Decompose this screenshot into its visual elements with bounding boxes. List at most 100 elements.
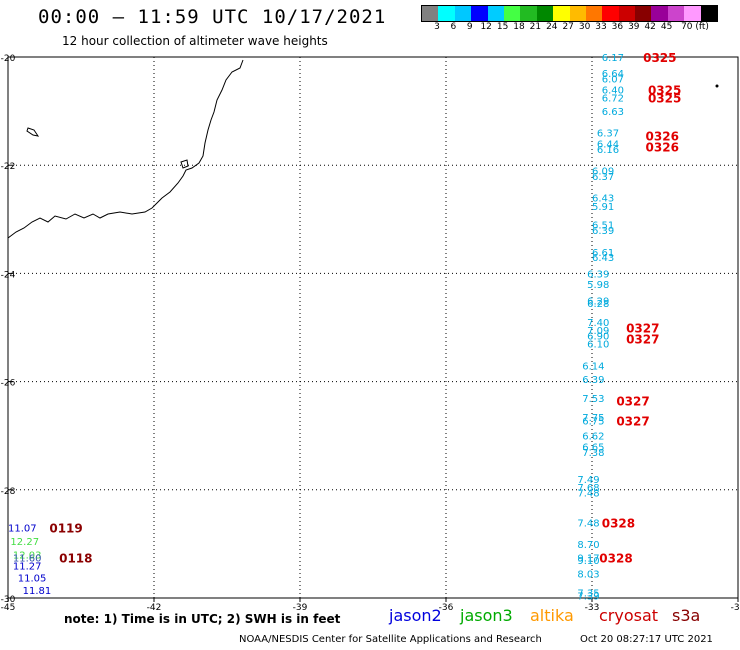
pass-number-label: 0327 [626, 322, 659, 336]
color-scale-label: 15 [496, 22, 509, 32]
wave-height-label: 7.68 [577, 483, 599, 494]
color-scale-label: 42 [644, 22, 656, 32]
color-scale-label: 9 [466, 22, 473, 32]
color-swatch [618, 6, 636, 21]
wave-height-label: 11.27 [13, 562, 42, 573]
color-swatch [422, 6, 439, 21]
y-tick-label: -28 [1, 487, 16, 497]
color-swatch [487, 6, 504, 21]
wave-height-label: 7.40 [587, 318, 609, 329]
wave-height-label: 11.05 [18, 573, 47, 584]
island-outline [26, 127, 40, 137]
color-swatch [553, 6, 570, 21]
wave-height-label: 6.75 [582, 417, 604, 428]
wave-height-label: 6.37 [592, 172, 614, 183]
wave-height-label: 9.10 [577, 556, 599, 567]
legend-item-s3a: s3a [672, 606, 701, 625]
wave-height-label: 6.17 [602, 53, 624, 64]
pass-number-label: 0119 [49, 522, 82, 536]
pass-number-label: 0326 [646, 140, 679, 154]
point-marker [715, 84, 719, 88]
x-tick-label: -39 [293, 603, 308, 613]
wave-height-label: 7.38 [582, 448, 604, 459]
wave-height-label: 6.40 [602, 85, 624, 96]
y-tick-label: -24 [1, 270, 16, 280]
wave-height-label: 6.14 [582, 361, 604, 372]
wave-height-label: 6.29 [587, 296, 609, 307]
wave-height-label: 7.53 [582, 394, 604, 405]
wave-height-label: 7.09 [587, 326, 609, 337]
wave-height-label: 8.03 [577, 570, 599, 581]
x-tick-label: -33 [585, 603, 600, 613]
x-tick-label: -45 [1, 603, 16, 613]
color-scale-label: 39 [628, 22, 640, 32]
x-tick-label: -30 [731, 603, 740, 613]
color-scale-label: 3 [434, 22, 440, 32]
wave-height-label: 7.49 [577, 475, 599, 486]
coastline [7, 59, 244, 239]
color-scale-label: 18 [513, 22, 525, 32]
x-tick-label: -42 [147, 603, 162, 613]
legend-item-jason2: jason2 [389, 606, 442, 625]
color-swatch [635, 6, 652, 21]
wave-height-label: 12.03 [13, 551, 42, 562]
color-scale-label: 27 [562, 22, 574, 32]
wave-height-label: 6.37 [597, 129, 619, 140]
wave-height-label: 6.09 [592, 167, 614, 178]
wave-height-label: 5.98 [587, 280, 609, 291]
color-scale-label: 36 [611, 22, 624, 32]
wave-height-label: 6.44 [597, 140, 619, 151]
color-swatch [569, 6, 586, 21]
wave-height-label: 6.43 [592, 253, 614, 264]
wave-height-label: 6.16 [597, 145, 619, 156]
wave-height-label: 6.51 [592, 221, 614, 232]
footer-timestamp: Oct 20 08:27:17 UTC 2021 [580, 634, 713, 645]
page-subtitle: 12 hour collection of altimeter wave hei… [62, 34, 328, 48]
units-note: note: 1) Time is in UTC; 2) SWH is in fe… [64, 612, 341, 626]
wave-height-label: 9.17 [577, 553, 599, 564]
wave-height-label: 7.39 [577, 591, 599, 602]
color-swatch [651, 6, 668, 21]
pass-number-label: 0328 [602, 516, 635, 530]
wave-height-label: 11.07 [8, 524, 37, 535]
color-swatch [471, 6, 488, 21]
color-scale-label: 21 [529, 22, 542, 32]
pass-number-label: 0325 [643, 51, 676, 65]
y-tick-label: -20 [1, 54, 16, 64]
wave-height-label: 6.28 [587, 299, 609, 310]
wave-height-label: 6.61 [592, 248, 614, 259]
wave-height-label: 6.63 [602, 107, 624, 118]
wave-height-label: 6.72 [602, 94, 624, 105]
color-swatch [684, 6, 701, 21]
wave-height-label: 5.91 [592, 202, 614, 213]
color-swatch [503, 6, 521, 21]
color-scale-label: 30 [578, 22, 591, 32]
y-tick-label: -30 [1, 595, 16, 605]
wave-height-label: 6.43 [592, 194, 614, 205]
color-swatch [602, 6, 619, 21]
color-swatch [520, 6, 537, 21]
pass-number-label: 0325 [648, 83, 681, 97]
wave-height-label: 6.65 [582, 443, 604, 454]
wave-height-label: 7.48 [577, 518, 599, 529]
pass-number-label: 0328 [599, 551, 632, 565]
color-swatch [454, 6, 472, 21]
wave-height-label: 6.39 [587, 269, 609, 280]
wave-height-label: 7.48 [577, 489, 599, 500]
legend-item-altika: altika [530, 606, 574, 625]
wave-height-label: 11.60 [13, 553, 42, 564]
pass-number-label: 0327 [616, 395, 649, 409]
color-scale-label: 6 [450, 22, 457, 32]
color-scale-label: 12 [480, 22, 492, 32]
wave-height-label: 6.90 [587, 332, 609, 343]
wave-height-label: 6.10 [587, 340, 609, 351]
wave-height-label: 6.07 [602, 75, 624, 86]
color-scale-label: 24 [546, 22, 558, 32]
wave-height-label: 12.27 [10, 537, 39, 548]
y-tick-label: -26 [1, 379, 16, 389]
y-tick-label: -22 [1, 162, 16, 172]
pass-number-label: 0325 [648, 92, 681, 106]
color-scale-label: 70 (ft) [681, 22, 709, 32]
pass-number-label: 0118 [59, 551, 92, 565]
wave-height-label: 7.35 [577, 589, 599, 600]
